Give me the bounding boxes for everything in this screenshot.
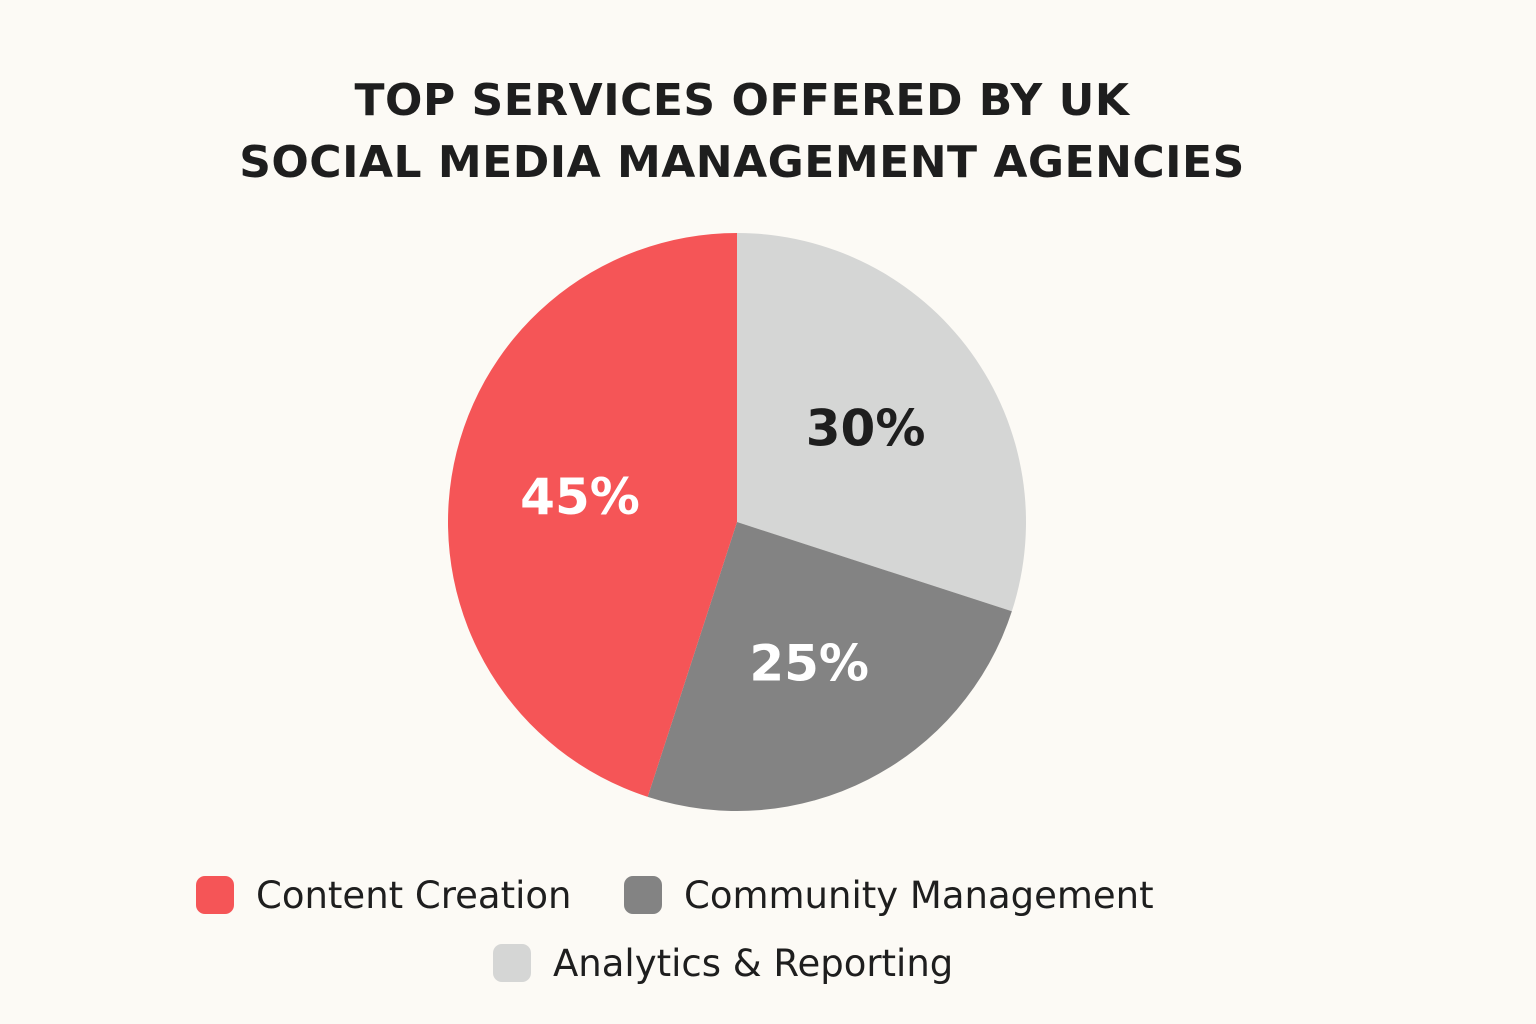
legend-swatch-analytics-reporting — [493, 944, 531, 982]
legend-item-community-management: Community Management — [624, 873, 1154, 917]
legend-label-content-creation: Content Creation — [256, 873, 572, 917]
chart-title: TOP SERVICES OFFERED BY UK SOCIAL MEDIA … — [0, 70, 1484, 194]
slice-label-content-creation: 45% — [520, 468, 640, 526]
chart-title-line-1: TOP SERVICES OFFERED BY UK — [354, 75, 1130, 126]
legend-swatch-content-creation — [196, 876, 234, 914]
chart-title-line-2: SOCIAL MEDIA MANAGEMENT AGENCIES — [239, 137, 1245, 188]
legend-item-analytics-reporting: Analytics & Reporting — [493, 941, 954, 985]
legend-item-content-creation: Content Creation — [196, 873, 572, 917]
pie-slice-content-creation — [447, 233, 737, 797]
pie-slice-analytics-reporting — [737, 233, 1026, 612]
legend-label-community-management: Community Management — [684, 873, 1154, 917]
slice-label-community-management: 25% — [749, 635, 869, 693]
legend-label-analytics-reporting: Analytics & Reporting — [553, 941, 954, 985]
pie-slice-community-management — [647, 522, 1012, 812]
slice-label-analytics-reporting: 30% — [806, 400, 926, 458]
legend-swatch-community-management — [624, 876, 662, 914]
